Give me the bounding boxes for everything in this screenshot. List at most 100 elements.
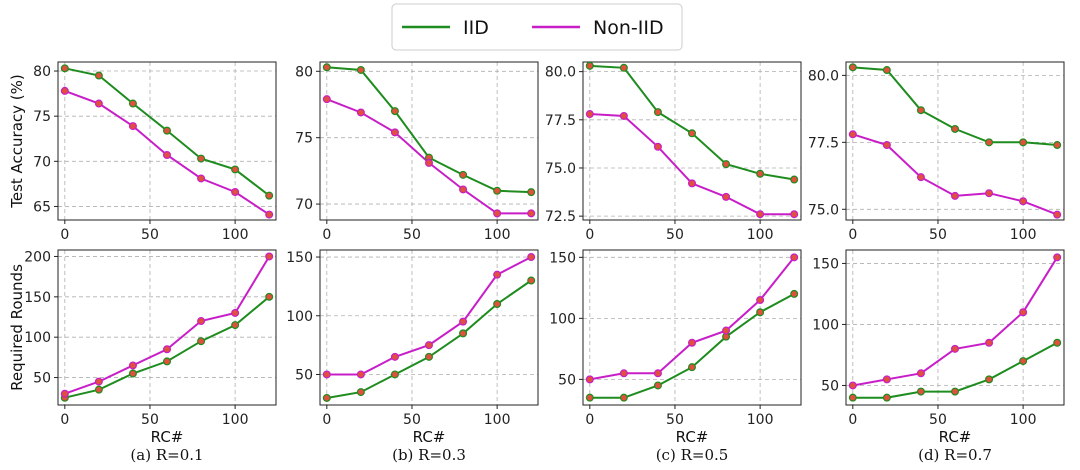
plot-frame xyxy=(845,61,1065,221)
y-tick-label: 65 xyxy=(33,199,51,215)
data-point-iid xyxy=(790,289,799,298)
data-point-non-iid xyxy=(916,173,925,182)
y-tick-label: 150 xyxy=(24,290,51,306)
data-point-non-iid xyxy=(493,209,502,218)
data-point-non-iid xyxy=(322,370,331,379)
data-point-non-iid xyxy=(882,141,891,150)
data-point-iid xyxy=(197,337,206,346)
chart-panel-7: 0 50 100 50 100 150 RC# xyxy=(549,249,802,446)
y-tick-label: 77.5 xyxy=(808,135,839,151)
x-tick-label: 50 xyxy=(141,227,159,243)
data-point-non-iid xyxy=(459,317,468,326)
data-point-iid xyxy=(527,188,536,197)
plot-frame xyxy=(582,249,802,406)
y-tick-label: 80 xyxy=(33,64,51,80)
data-point-iid xyxy=(848,63,857,72)
data-point-non-iid xyxy=(619,111,628,120)
x-tick-label: 50 xyxy=(403,412,421,428)
x-axis-label: RC# xyxy=(413,428,446,446)
data-point-non-iid xyxy=(163,345,172,354)
data-point-iid xyxy=(585,393,594,402)
data-point-iid xyxy=(619,393,628,402)
x-tick-label: 100 xyxy=(747,227,774,243)
y-tick-label: 75.0 xyxy=(808,202,839,218)
subfigure-caption: (a) R=0.1 xyxy=(130,446,203,464)
data-point-iid xyxy=(756,169,765,178)
data-point-non-iid xyxy=(756,296,765,305)
x-axis-label: RC# xyxy=(939,428,972,446)
x-tick-label: 100 xyxy=(484,412,511,428)
data-point-non-iid xyxy=(322,95,331,104)
data-point-iid xyxy=(163,357,172,366)
series-line-non-iid xyxy=(852,256,1059,387)
data-point-non-iid xyxy=(916,369,925,378)
data-point-non-iid xyxy=(60,389,69,398)
x-tick-label: 0 xyxy=(585,227,594,243)
data-point-non-iid xyxy=(356,370,365,379)
data-point-iid xyxy=(756,308,765,317)
data-point-non-iid xyxy=(527,253,536,262)
data-point-iid xyxy=(356,388,365,397)
y-axis-label: Required Rounds xyxy=(8,264,26,391)
data-point-iid xyxy=(882,393,891,402)
data-point-non-iid xyxy=(653,142,662,151)
data-point-non-iid xyxy=(848,130,857,139)
data-point-iid xyxy=(94,385,103,394)
data-point-iid xyxy=(585,61,594,70)
y-tick-label: 100 xyxy=(812,317,839,333)
data-point-non-iid xyxy=(756,210,765,219)
data-point-non-iid xyxy=(425,158,434,167)
y-tick-label: 75 xyxy=(33,109,51,125)
data-point-non-iid xyxy=(790,253,799,262)
data-point-non-iid xyxy=(687,179,696,188)
data-point-iid xyxy=(128,369,137,378)
y-tick-label: 150 xyxy=(812,256,839,272)
data-point-iid xyxy=(128,99,137,108)
x-tick-label: 50 xyxy=(666,412,684,428)
x-tick-label: 50 xyxy=(929,412,947,428)
data-point-non-iid xyxy=(950,344,959,353)
series-line-iid xyxy=(326,66,532,194)
data-point-non-iid xyxy=(1053,253,1062,262)
data-point-iid xyxy=(687,363,696,372)
legend: IID Non-IID xyxy=(391,3,683,51)
data-point-iid xyxy=(1019,357,1028,366)
chart-panel-1: 0 50 100 65 70 75 80 Test Accuracy (%) (a) R=0.1 xyxy=(8,61,277,464)
y-tick-label: 50 xyxy=(295,367,313,383)
data-point-non-iid xyxy=(687,338,696,347)
data-point-iid xyxy=(985,375,994,384)
plot-frame xyxy=(319,249,539,406)
x-tick-label: 0 xyxy=(322,227,331,243)
data-point-iid xyxy=(985,138,994,147)
chart-panel-4: 0 50 100 75.0 77.5 80.0 (d) R=0.7 xyxy=(808,61,1065,464)
data-point-non-iid xyxy=(1053,210,1062,219)
data-point-non-iid xyxy=(265,252,274,261)
data-point-non-iid xyxy=(60,86,69,95)
data-point-iid xyxy=(231,321,240,330)
series-line-iid xyxy=(589,64,795,181)
legend-label-non-iid: Non-IID xyxy=(593,17,664,39)
y-tick-label: 80.0 xyxy=(545,65,576,81)
data-point-non-iid xyxy=(390,352,399,361)
data-point-iid xyxy=(265,292,274,301)
data-point-iid xyxy=(722,160,731,169)
data-point-non-iid xyxy=(231,308,240,317)
data-point-iid xyxy=(60,64,69,73)
data-point-non-iid xyxy=(493,270,502,279)
subfigure-caption: (d) R=0.7 xyxy=(918,446,992,464)
subfigure-caption: (b) R=0.3 xyxy=(392,446,466,464)
data-point-non-iid xyxy=(527,209,536,218)
x-tick-label: 0 xyxy=(848,227,857,243)
data-point-non-iid xyxy=(459,185,468,194)
data-point-iid xyxy=(356,65,365,74)
y-tick-label: 80.0 xyxy=(808,68,839,84)
x-axis-label: RC# xyxy=(151,428,184,446)
data-point-iid xyxy=(390,107,399,116)
data-point-non-iid xyxy=(950,191,959,200)
data-point-iid xyxy=(1053,338,1062,347)
x-tick-label: 0 xyxy=(60,412,69,428)
series-line-non-iid xyxy=(589,113,795,216)
data-point-iid xyxy=(848,393,857,402)
